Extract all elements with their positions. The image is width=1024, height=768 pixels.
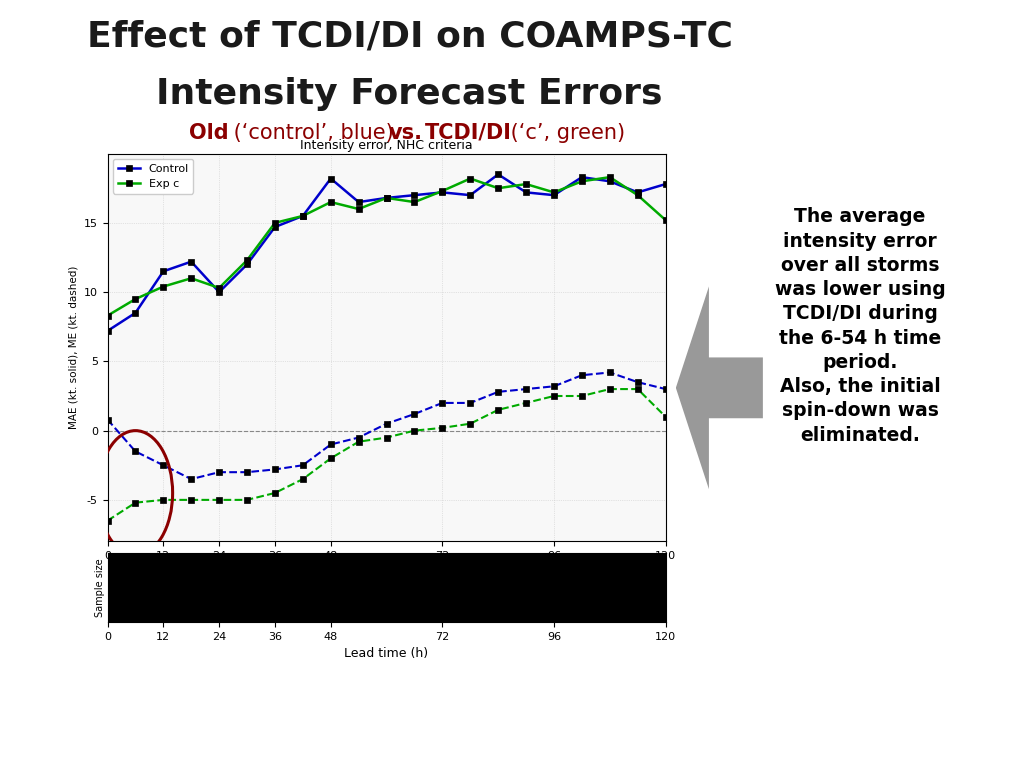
Text: 93: 93 xyxy=(224,561,237,571)
Exp c xyxy=(101,311,114,320)
Control xyxy=(352,197,365,207)
Control xyxy=(548,190,560,200)
Control xyxy=(158,266,170,276)
Text: 89: 89 xyxy=(447,563,460,573)
Text: vs.: vs. xyxy=(389,123,423,143)
Control xyxy=(436,187,449,197)
Control xyxy=(381,194,393,203)
Exp c xyxy=(129,294,141,303)
Control xyxy=(632,187,644,197)
Exp c xyxy=(575,177,588,186)
Exp c xyxy=(241,256,253,265)
Text: Old: Old xyxy=(189,123,229,143)
Control xyxy=(325,174,337,183)
Exp c xyxy=(185,273,198,283)
Exp c xyxy=(213,283,225,293)
Exp c xyxy=(158,282,170,291)
Title: Intensity error, NHC criteria: Intensity error, NHC criteria xyxy=(300,140,473,152)
Control xyxy=(659,180,672,189)
Exp c xyxy=(632,190,644,200)
Text: 73: 73 xyxy=(647,571,660,581)
Text: 92: 92 xyxy=(280,561,293,571)
Exp c xyxy=(297,211,309,220)
Bar xyxy=(442,575,554,622)
Control xyxy=(101,326,114,336)
Bar xyxy=(331,574,442,622)
Text: 84: 84 xyxy=(559,566,571,576)
Text: The average
intensity error
over all storms
was lower using
TCDI/DI during
the 6: The average intensity error over all sto… xyxy=(775,207,945,445)
Exp c xyxy=(436,187,449,196)
Bar xyxy=(108,571,164,622)
Exp c xyxy=(548,187,560,197)
Control xyxy=(268,223,281,232)
Control xyxy=(213,287,225,296)
Bar xyxy=(274,574,331,622)
Text: Effect of TCDI/DI on COAMPS-TC: Effect of TCDI/DI on COAMPS-TC xyxy=(87,19,732,53)
Exp c xyxy=(604,173,616,182)
Control xyxy=(464,190,476,200)
Exp c xyxy=(381,194,393,203)
Control xyxy=(520,187,532,197)
Exp c xyxy=(492,184,504,193)
Text: 92: 92 xyxy=(336,561,348,571)
Control xyxy=(129,308,141,317)
X-axis label: Lead time (h): Lead time (h) xyxy=(344,647,429,660)
Control xyxy=(575,173,588,182)
Control xyxy=(604,177,616,186)
Exp c xyxy=(520,180,532,189)
Exp c xyxy=(352,204,365,214)
Polygon shape xyxy=(676,286,763,489)
Bar xyxy=(164,571,219,622)
Exp c xyxy=(659,216,672,225)
Control xyxy=(492,170,504,179)
Control xyxy=(409,190,421,200)
Text: 96: 96 xyxy=(168,559,181,569)
Y-axis label: MAE (kt. solid), ME (kt. dashed): MAE (kt. solid), ME (kt. dashed) xyxy=(69,266,78,429)
Exp c xyxy=(464,174,476,183)
Text: Intensity Forecast Errors: Intensity Forecast Errors xyxy=(157,77,663,111)
Y-axis label: Sample size: Sample size xyxy=(95,558,104,617)
Bar xyxy=(219,573,274,622)
Control xyxy=(185,257,198,266)
Legend: Control, Exp c: Control, Exp c xyxy=(113,159,194,194)
Exp c xyxy=(325,197,337,207)
Line: Exp c: Exp c xyxy=(104,174,669,319)
Text: (‘c’, green): (‘c’, green) xyxy=(504,123,625,143)
Text: (‘control’, blue): (‘control’, blue) xyxy=(227,123,400,143)
Bar xyxy=(554,578,666,622)
Control xyxy=(297,211,309,220)
Text: TCDI/DI: TCDI/DI xyxy=(425,123,512,143)
Control xyxy=(241,260,253,269)
Exp c xyxy=(409,197,421,207)
Exp c xyxy=(268,218,281,227)
Line: Control: Control xyxy=(104,171,669,333)
Text: 97: 97 xyxy=(113,559,125,569)
